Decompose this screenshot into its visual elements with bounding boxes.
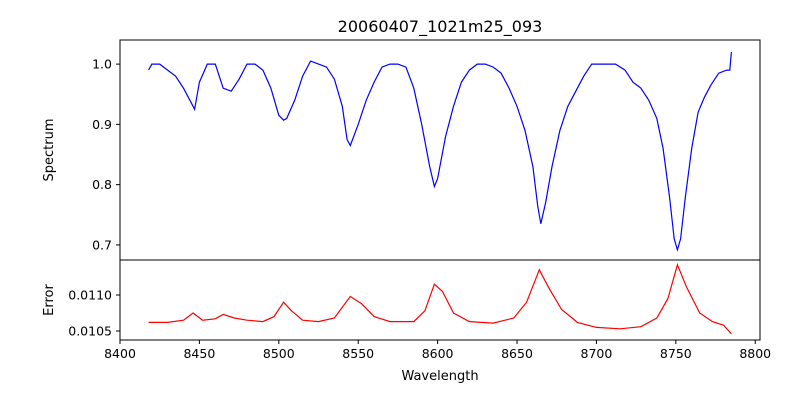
y-tick-label: 0.0110 <box>68 287 112 302</box>
x-tick-label: 8400 <box>104 346 136 361</box>
error-line <box>148 262 732 335</box>
axes-frame <box>119 259 761 341</box>
y-tick-label: 0.9 <box>92 117 112 132</box>
x-tick-label: 8650 <box>501 346 533 361</box>
y-tick-label: 0.8 <box>92 177 112 192</box>
y-tick-label: 0.0105 <box>68 323 112 338</box>
y-tick-label: 0.7 <box>92 237 112 252</box>
y-tick-label: 1.0 <box>92 57 112 72</box>
spectrum-line <box>148 52 732 252</box>
x-tick-label: 8750 <box>660 346 692 361</box>
spectrum-ylabel: Spectrum <box>42 119 57 182</box>
error-axes: 0.0105 0.0110 8400 8450 8500 8550 8600 8650 8700… <box>68 259 771 361</box>
x-axis-label: Wavelength <box>401 369 478 384</box>
x-tick-label: 8500 <box>263 346 295 361</box>
x-tick-label: 8450 <box>183 346 215 361</box>
chart-title: 20060407_1021m25_093 <box>338 17 543 37</box>
x-tick-label: 8600 <box>422 346 454 361</box>
error-ylabel: Error <box>42 284 57 316</box>
x-tick-label: 8700 <box>581 346 613 361</box>
x-tick-label: 8800 <box>739 346 771 361</box>
x-tick-label: 8550 <box>342 346 374 361</box>
